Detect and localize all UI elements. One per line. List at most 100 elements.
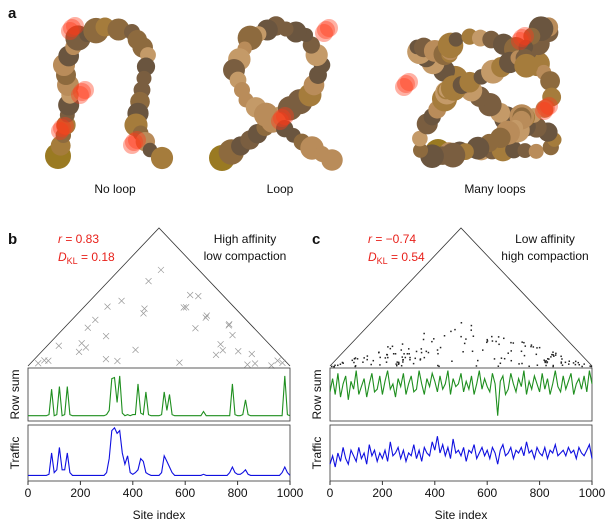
contact-dot bbox=[437, 352, 439, 355]
contact-dot bbox=[545, 360, 547, 362]
contact-dot bbox=[406, 353, 409, 355]
contact-dot bbox=[560, 362, 563, 364]
contact-dot bbox=[530, 344, 533, 346]
contact-dot bbox=[552, 351, 554, 353]
contact-dot bbox=[523, 354, 526, 357]
contact-cross bbox=[234, 347, 242, 355]
marker-blob bbox=[73, 83, 91, 101]
contact-dot bbox=[387, 346, 389, 348]
contact-dot bbox=[577, 361, 580, 364]
contact-dot bbox=[402, 359, 404, 361]
contact-dot bbox=[552, 354, 554, 356]
contact-dot bbox=[420, 351, 423, 354]
contact-dot bbox=[385, 361, 388, 363]
contact-dot bbox=[564, 361, 567, 364]
contact-dot bbox=[337, 364, 339, 367]
contact-dot bbox=[450, 330, 452, 333]
contact-cross bbox=[195, 292, 202, 300]
bead bbox=[413, 142, 429, 158]
contact-dot bbox=[470, 324, 473, 327]
contact-dot bbox=[395, 363, 397, 365]
x-tick-label: 600 bbox=[175, 486, 195, 500]
x-tick-label: 400 bbox=[123, 486, 143, 500]
contact-dot bbox=[384, 357, 387, 359]
contact-cross bbox=[268, 362, 275, 369]
contact-dot bbox=[403, 353, 405, 355]
contact-dot bbox=[391, 345, 394, 348]
contact-cross bbox=[248, 350, 256, 358]
contact-dot bbox=[589, 365, 591, 367]
contact-dot bbox=[486, 338, 488, 341]
contact-dot bbox=[354, 357, 357, 359]
series-line bbox=[329, 436, 593, 468]
x-tick-label: 1000 bbox=[579, 486, 606, 500]
caption: Loop bbox=[267, 182, 294, 196]
marker-blob bbox=[511, 32, 529, 50]
strip-frame bbox=[27, 424, 291, 482]
contact-dot bbox=[568, 360, 571, 362]
bead bbox=[540, 71, 560, 91]
contact-dot bbox=[551, 353, 553, 356]
contact-cross bbox=[102, 355, 110, 363]
y-axis-label: Traffic bbox=[310, 437, 324, 470]
contact-dot bbox=[475, 365, 478, 367]
stat-symbol: D bbox=[368, 250, 377, 264]
contact-dot bbox=[408, 353, 410, 355]
contact-dot bbox=[395, 364, 398, 367]
contact-dot bbox=[555, 352, 557, 355]
marker-blob bbox=[61, 22, 79, 40]
contact-cross bbox=[219, 346, 227, 354]
marker-blob bbox=[540, 97, 558, 115]
contact-cross bbox=[217, 341, 224, 348]
contact-dot bbox=[499, 362, 502, 365]
caption: No loop bbox=[94, 182, 136, 196]
contact-dot bbox=[477, 359, 479, 362]
stat-r: r = −0.74 bbox=[368, 232, 416, 246]
contact-dot bbox=[437, 364, 439, 367]
contact-dot bbox=[581, 365, 583, 368]
stat-dkl: DKL = 0.54 bbox=[368, 250, 425, 266]
x-tick-label: 200 bbox=[70, 486, 90, 500]
contact-cross bbox=[145, 277, 152, 285]
panel-label: b bbox=[8, 231, 17, 248]
contact-dot bbox=[354, 365, 357, 367]
contact-dot bbox=[544, 360, 546, 363]
contact-dot bbox=[463, 342, 466, 345]
contact-dot bbox=[414, 357, 417, 360]
contact-cross bbox=[212, 351, 220, 359]
contact-dot bbox=[353, 361, 355, 364]
contact-cross bbox=[140, 310, 147, 317]
contact-dot bbox=[524, 345, 527, 347]
contact-dot bbox=[389, 347, 392, 350]
contact-dot bbox=[400, 349, 403, 351]
contact-dot bbox=[409, 356, 411, 359]
contact-dot bbox=[407, 348, 410, 350]
marker-blob bbox=[513, 29, 531, 47]
contact-dot bbox=[387, 356, 389, 359]
contact-cross bbox=[34, 360, 42, 367]
contact-dot bbox=[528, 365, 530, 368]
contact-dot bbox=[415, 350, 418, 353]
contact-cross bbox=[229, 331, 236, 339]
contact-cross bbox=[274, 357, 281, 364]
contact-dot bbox=[536, 347, 538, 349]
contact-dot bbox=[500, 357, 503, 359]
bead bbox=[107, 18, 130, 41]
contact-dot bbox=[546, 361, 548, 364]
contact-dot bbox=[471, 350, 474, 353]
contact-dot bbox=[590, 365, 593, 368]
contact-dot bbox=[460, 335, 462, 338]
x-tick-label: 200 bbox=[372, 486, 392, 500]
contact-cross bbox=[225, 320, 233, 328]
contact-dot bbox=[545, 364, 547, 367]
contact-dot bbox=[451, 360, 453, 362]
contact-dot bbox=[470, 329, 472, 331]
marker-blob bbox=[535, 102, 553, 120]
contact-dot bbox=[495, 340, 497, 343]
contact-dot bbox=[574, 360, 577, 363]
contact-cross bbox=[114, 357, 121, 365]
contact-dot bbox=[402, 361, 404, 363]
contact-dot bbox=[436, 349, 439, 351]
